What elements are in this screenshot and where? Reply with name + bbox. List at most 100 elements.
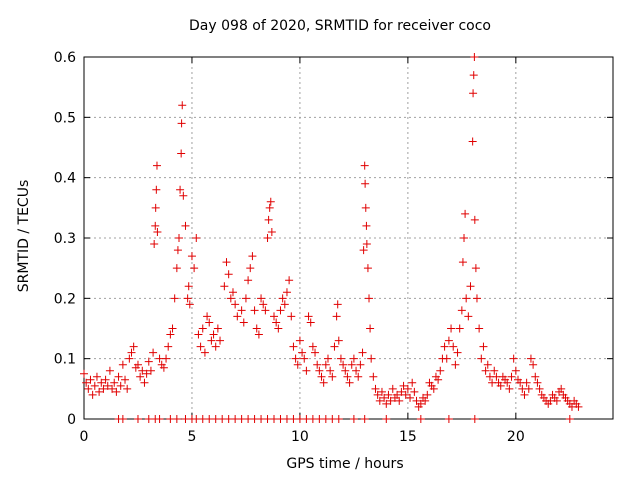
data-point: [282, 288, 291, 297]
y-tick-label: 0.4: [54, 171, 76, 187]
data-point: [224, 270, 233, 279]
data-point: [190, 264, 199, 273]
data-point: [246, 264, 255, 273]
data-point: [138, 366, 147, 375]
data-point: [308, 342, 317, 351]
data-point: [436, 366, 445, 375]
data-point: [453, 348, 462, 357]
data-point: [380, 393, 389, 402]
data-point: [565, 415, 574, 423]
data-point: [457, 306, 466, 315]
data-point: [250, 306, 259, 315]
data-point: [458, 258, 467, 267]
data-point: [507, 372, 516, 381]
data-point: [274, 324, 283, 333]
data-point: [359, 246, 368, 255]
data-point: [367, 354, 376, 363]
data-point: [333, 300, 342, 309]
data-point: [447, 324, 456, 333]
data-point: [173, 246, 182, 255]
data-point: [384, 390, 393, 399]
data-point: [172, 264, 181, 273]
data-point: [267, 227, 276, 236]
y-tick-label: 0.2: [54, 291, 76, 307]
data-point: [216, 336, 225, 345]
data-point: [166, 330, 175, 339]
data-point: [361, 203, 370, 212]
y-tick-label: 0.3: [54, 231, 76, 247]
data-point: [531, 372, 540, 381]
data-point: [341, 366, 350, 375]
data-point: [241, 294, 250, 303]
data-point: [574, 402, 583, 411]
data-point: [177, 119, 186, 128]
data-point: [461, 209, 470, 218]
data-point: [363, 264, 372, 273]
data-point: [183, 294, 192, 303]
data-point: [198, 324, 207, 333]
data-point: [356, 360, 365, 369]
data-point: [300, 354, 309, 363]
data-point: [155, 415, 164, 423]
data-point: [315, 366, 324, 375]
y-tick-label: 0: [67, 412, 76, 428]
data-point: [295, 336, 304, 345]
data-point: [382, 415, 391, 423]
data-point: [270, 312, 279, 321]
data-point: [354, 372, 363, 381]
data-point: [429, 384, 438, 393]
data-point: [222, 258, 231, 267]
data-point: [144, 357, 153, 366]
data-point: [220, 282, 229, 291]
data-point: [203, 312, 212, 321]
data-point: [176, 185, 185, 194]
data-point: [371, 384, 380, 393]
data-point: [362, 221, 371, 230]
data-point: [375, 396, 384, 405]
data-point: [526, 354, 535, 363]
data-point: [444, 415, 453, 423]
data-point: [339, 360, 348, 369]
data-point: [477, 354, 486, 363]
data-point: [276, 306, 285, 315]
x-tick-label: 0: [80, 429, 89, 445]
data-point: [369, 372, 378, 381]
data-point: [483, 360, 492, 369]
data-point: [440, 342, 449, 351]
data-point: [257, 294, 266, 303]
data-point: [423, 390, 432, 399]
data-point: [524, 384, 533, 393]
data-point: [263, 234, 272, 242]
data-point: [162, 354, 171, 363]
y-tick-label: 0.1: [54, 352, 76, 368]
data-point: [490, 366, 499, 375]
data-point: [103, 381, 112, 390]
data-point: [112, 387, 121, 396]
data-point: [416, 415, 425, 423]
data-point: [377, 387, 386, 396]
data-point: [496, 381, 505, 390]
x-tick-label: 10: [291, 429, 309, 445]
data-point: [533, 378, 542, 387]
data-point: [252, 324, 261, 333]
data-point: [311, 348, 320, 357]
data-point: [479, 342, 488, 351]
data-point: [472, 294, 481, 303]
data-point: [175, 234, 184, 242]
data-point: [133, 360, 142, 369]
data-point: [105, 366, 114, 375]
data-point: [90, 381, 99, 390]
data-point: [302, 366, 311, 375]
data-point: [471, 264, 480, 273]
data-point: [196, 342, 205, 351]
data-point: [552, 396, 561, 405]
data-point: [349, 415, 358, 423]
data-point: [231, 300, 240, 309]
data-point: [455, 324, 464, 333]
data-point: [313, 360, 322, 369]
data-point: [481, 366, 490, 375]
data-point: [151, 221, 160, 230]
data-point: [464, 312, 473, 321]
data-point: [334, 336, 343, 345]
